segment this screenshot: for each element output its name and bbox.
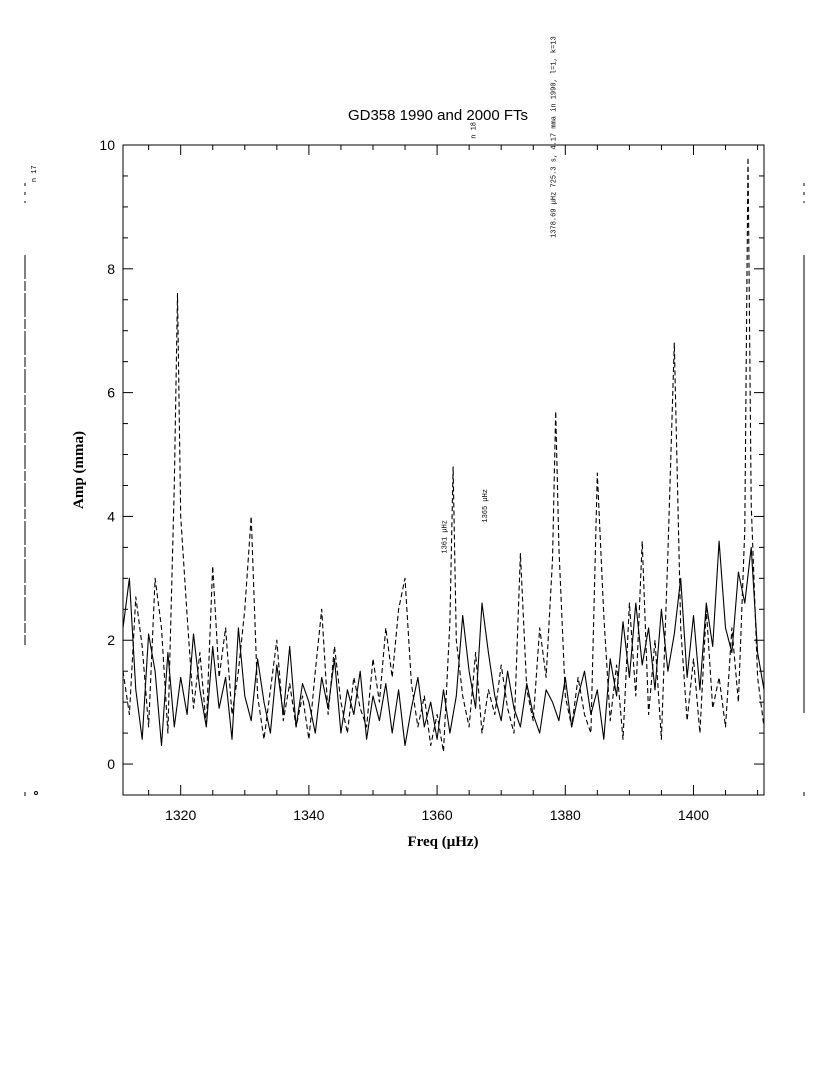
axis-ticks: 1320 1340 1360 1380 1400 0 2 4 6 8 10	[99, 137, 764, 823]
y-axis-label: Amp (mma)	[71, 431, 87, 509]
series-1-line	[122, 540, 765, 747]
annotation-4: n 18	[471, 122, 479, 139]
annotation-3: 1378.69 μHz 725.3 s, 4.17 mma in 1990, l…	[551, 36, 559, 238]
x-tick-label: 1320	[165, 807, 196, 823]
series-2-line	[122, 156, 765, 753]
y-tick-label: 10	[99, 137, 115, 153]
annotations: 1361 μHz 1365 μHz 1378.69 μHz 725.3 s, 4.1…	[31, 36, 559, 553]
plot-area	[122, 156, 765, 753]
y-tick-label: 0	[107, 756, 115, 772]
annotation-2: 1365 μHz	[482, 489, 490, 523]
x-axis-label: Freq (μHz)	[407, 834, 478, 850]
x-tick-label: 1400	[678, 807, 709, 823]
plot-frame	[122, 144, 765, 796]
y-tick-label: 8	[107, 261, 115, 277]
annotation-5: n 17	[31, 165, 39, 182]
x-tick-label: 1340	[293, 807, 324, 823]
y-tick-label: 4	[107, 508, 115, 524]
side-markers	[24, 183, 805, 796]
chart-title: GD358 1990 and 2000 FTs	[348, 107, 528, 124]
x-tick-label: 1380	[550, 807, 581, 823]
y-tick-label: 6	[107, 385, 115, 401]
x-tick-label: 1360	[422, 807, 453, 823]
y-tick-label: 2	[107, 632, 115, 648]
left-marker-dot	[34, 791, 38, 795]
annotation-1: 1361 μHz	[442, 520, 450, 554]
